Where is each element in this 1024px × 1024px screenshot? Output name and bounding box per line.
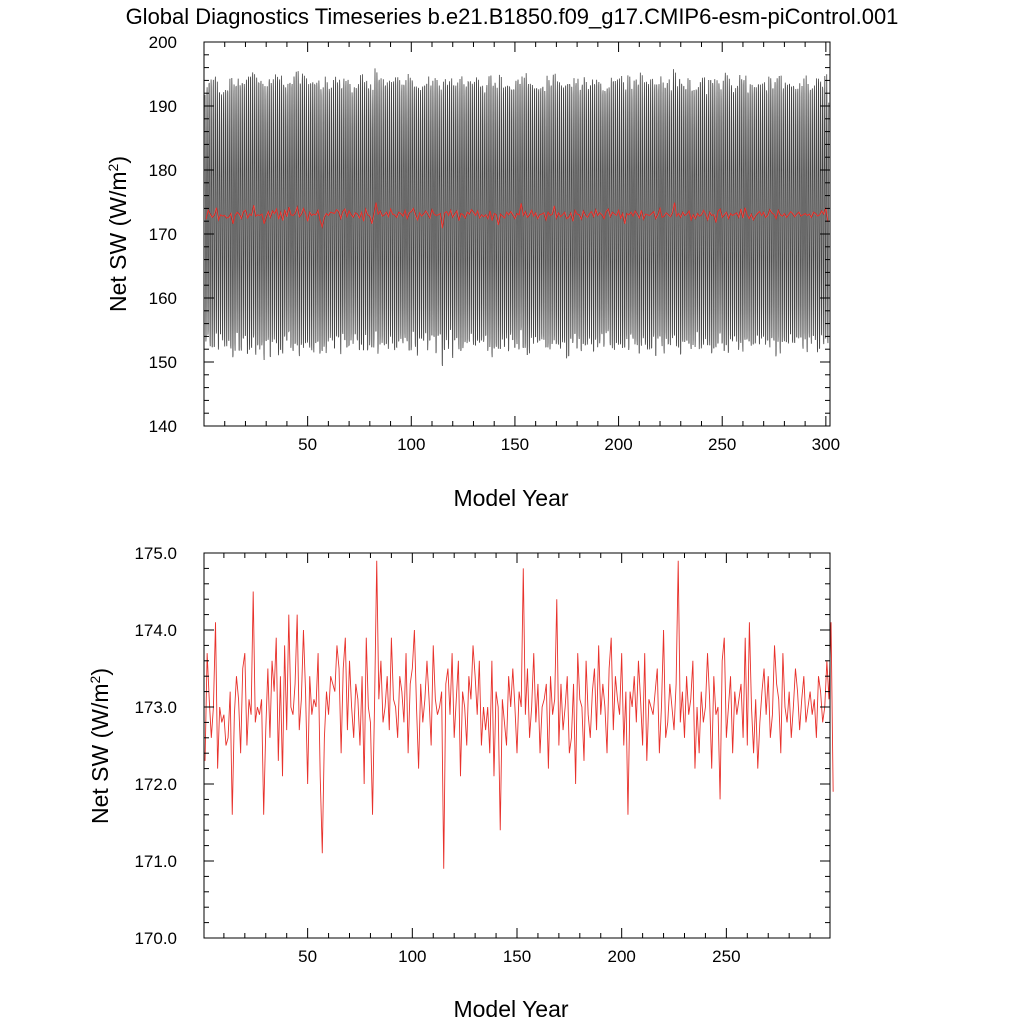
bottom-axis-ticks: 50 100 150 200 250 170.0 171.0 172.0 173.0 174.0 1… <box>134 544 830 966</box>
bottom-y-tick-label: 173.0 <box>134 698 177 717</box>
top-y-tick-label: 160 <box>149 289 177 308</box>
top-plot-area <box>204 68 830 367</box>
bottom-x-tick-label: 50 <box>298 947 317 966</box>
top-panel: 50 100 150 200 250 300 140 150 160 170 180 190 200 M… <box>105 33 840 511</box>
top-y-tick-label: 190 <box>149 97 177 116</box>
top-y-axis-label: Net SW (W/m2) <box>105 156 131 312</box>
bottom-y-tick-label: 175.0 <box>134 544 177 563</box>
top-x-tick-label: 100 <box>397 435 425 454</box>
annual-mean-line <box>204 560 834 869</box>
top-x-tick-label: 200 <box>604 435 632 454</box>
top-axis-ticks: 50 100 150 200 250 300 140 150 160 170 180 190 200 <box>149 33 840 454</box>
bottom-plot-area <box>204 560 834 869</box>
bottom-y-tick-label: 170.0 <box>134 929 177 948</box>
top-x-tick-label: 150 <box>501 435 529 454</box>
top-annual-mean-line <box>205 202 829 229</box>
bottom-panel: 50 100 150 200 250 170.0 171.0 172.0 173.0 174.0 1… <box>87 544 834 1022</box>
bottom-x-tick-label: 250 <box>712 947 740 966</box>
monthly-series-line <box>204 68 830 367</box>
top-y-tick-label: 150 <box>149 353 177 372</box>
chart-title: Global Diagnostics Timeseries b.e21.B185… <box>126 4 899 29</box>
bottom-y-tick-label: 171.0 <box>134 852 177 871</box>
bottom-y-tick-label: 174.0 <box>134 621 177 640</box>
bottom-y-tick-label: 172.0 <box>134 775 177 794</box>
top-y-tick-label: 200 <box>149 33 177 52</box>
bottom-x-tick-label: 200 <box>607 947 635 966</box>
top-y-tick-label: 140 <box>149 417 177 436</box>
bottom-x-tick-label: 150 <box>503 947 531 966</box>
top-y-tick-label: 180 <box>149 161 177 180</box>
bottom-x-axis-label: Model Year <box>453 996 568 1022</box>
top-x-axis-label: Model Year <box>453 485 568 511</box>
top-y-tick-label: 170 <box>149 225 177 244</box>
top-x-tick-label: 250 <box>708 435 736 454</box>
bottom-x-tick-label: 100 <box>398 947 426 966</box>
bottom-y-axis-label: Net SW (W/m2) <box>87 668 113 824</box>
top-x-tick-label: 300 <box>812 435 840 454</box>
top-x-tick-label: 50 <box>298 435 317 454</box>
